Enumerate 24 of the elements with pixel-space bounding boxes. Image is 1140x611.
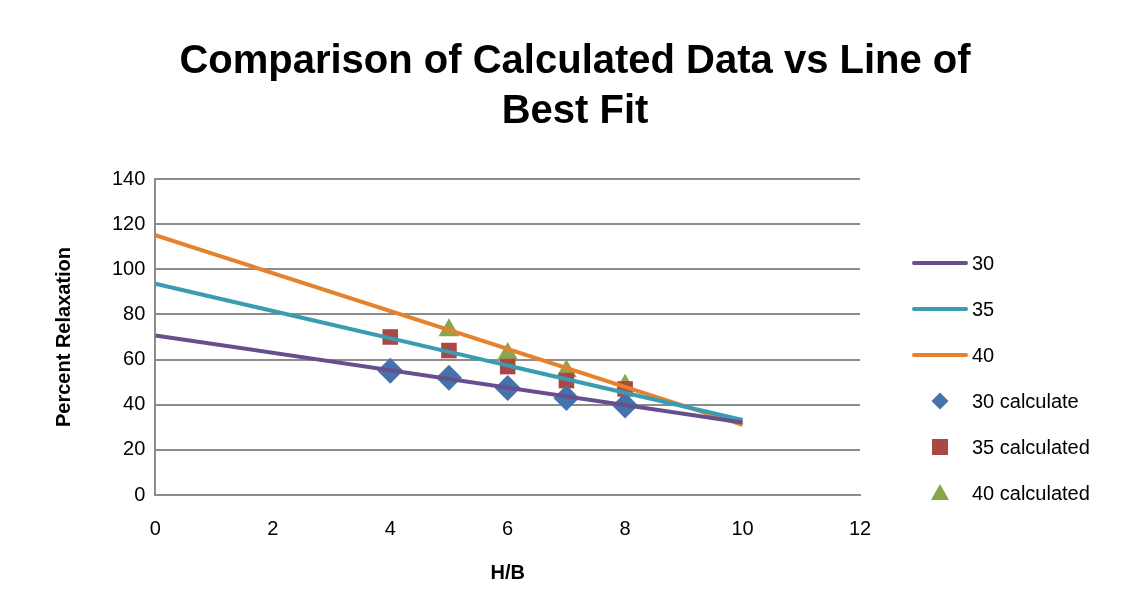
y-tick-label: 40	[123, 392, 146, 415]
x-axis-title: H/B	[490, 560, 525, 583]
y-tick-label: 80	[123, 301, 146, 324]
y-tick-label: 60	[123, 347, 146, 370]
legend-label: 35	[972, 297, 995, 321]
y-tick-label: 140	[111, 166, 146, 189]
legend-label: 30 calculate	[972, 389, 1079, 413]
y-tick-label: 100	[111, 256, 146, 279]
y-tick-label: 0	[134, 482, 146, 505]
x-tick-label: 6	[502, 516, 514, 539]
x-tick-label: 12	[848, 516, 872, 539]
chart-title: Comparison of Calculated Data vs Line of Best Fit	[178, 36, 972, 133]
legend-label: 35 calculated	[972, 435, 1090, 459]
x-tick-label: 8	[619, 516, 631, 539]
x-tick-label: 10	[731, 516, 754, 539]
legend-label: 40 calculated	[972, 481, 1090, 505]
legend-label: 40	[972, 343, 995, 367]
y-tick-label: 20	[123, 437, 146, 460]
x-tick-label: 4	[384, 516, 396, 539]
y-axis-title: Percent Relaxation	[51, 246, 74, 428]
y-tick-label: 120	[111, 211, 146, 234]
legend-label: 30	[972, 251, 995, 275]
x-tick-label: 2	[267, 516, 279, 539]
x-tick-label: 0	[149, 516, 161, 539]
